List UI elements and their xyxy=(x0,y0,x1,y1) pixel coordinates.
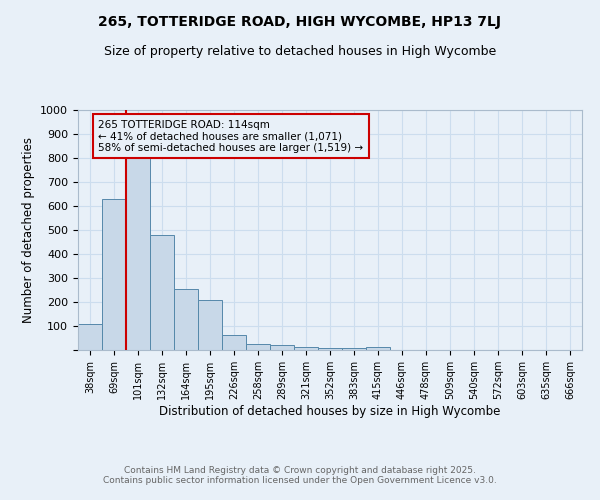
Bar xyxy=(270,345,294,350)
Bar xyxy=(342,348,366,350)
Text: Contains HM Land Registry data © Crown copyright and database right 2025.
Contai: Contains HM Land Registry data © Crown c… xyxy=(103,466,497,485)
Bar xyxy=(246,344,270,350)
X-axis label: Distribution of detached houses by size in High Wycombe: Distribution of detached houses by size … xyxy=(160,405,500,418)
Bar xyxy=(318,348,342,350)
Bar xyxy=(150,235,174,350)
Bar xyxy=(366,347,390,350)
Bar xyxy=(102,199,126,350)
Text: Size of property relative to detached houses in High Wycombe: Size of property relative to detached ho… xyxy=(104,45,496,58)
Text: 265, TOTTERIDGE ROAD, HIGH WYCOMBE, HP13 7LJ: 265, TOTTERIDGE ROAD, HIGH WYCOMBE, HP13… xyxy=(98,15,502,29)
Bar xyxy=(174,289,198,350)
Y-axis label: Number of detached properties: Number of detached properties xyxy=(22,137,35,323)
Bar xyxy=(126,156,150,350)
Bar xyxy=(78,324,102,350)
Bar xyxy=(294,346,318,350)
Bar xyxy=(198,300,222,350)
Text: 265 TOTTERIDGE ROAD: 114sqm
← 41% of detached houses are smaller (1,071)
58% of : 265 TOTTERIDGE ROAD: 114sqm ← 41% of det… xyxy=(98,120,364,153)
Bar xyxy=(222,335,246,350)
